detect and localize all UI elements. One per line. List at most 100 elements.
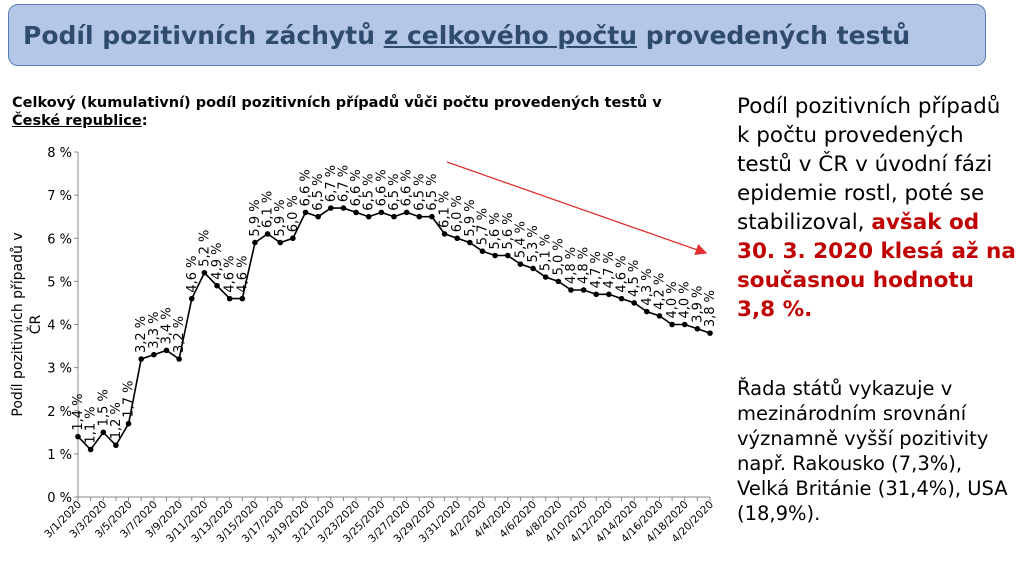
data-label: 5,6 % [488, 212, 503, 249]
y-tick-label: 0 % [47, 491, 72, 506]
data-point [353, 209, 359, 216]
y-tick-label: 1 % [47, 448, 72, 463]
data-label: 3,2 % [134, 316, 149, 353]
data-label: 4,0 % [678, 281, 693, 318]
data-label: 5,1 % [539, 234, 554, 271]
data-label: 1,1 % [84, 406, 99, 443]
data-point [631, 300, 637, 306]
data-point [606, 291, 612, 298]
data-point [188, 295, 195, 302]
y-tick-label: 2 % [47, 405, 72, 420]
side-paragraph-2: Řada států vykazuje v mezinárodním srovn… [737, 377, 1008, 525]
y-tick-label: 8 % [47, 146, 72, 161]
data-label: 6,5 % [425, 174, 440, 211]
data-label: 6,5 % [412, 174, 427, 211]
y-tick-label: 6 % [47, 232, 72, 247]
data-point [365, 213, 372, 220]
data-label: 4,6 % [235, 255, 250, 292]
data-label: 1,2 % [109, 402, 124, 439]
data-point [75, 433, 81, 440]
y-axis-label: Podíl pozitivních případů v ČR [10, 232, 44, 416]
data-label: 6,1 % [438, 191, 453, 228]
data-label: 4,6 % [615, 255, 630, 292]
data-point [568, 287, 574, 293]
data-point [694, 326, 701, 332]
data-point [340, 205, 347, 211]
data-point [378, 209, 385, 216]
data-label: 5,6 % [501, 212, 516, 249]
data-point [580, 287, 587, 293]
data-point [441, 231, 448, 237]
y-tick-label: 7 % [47, 189, 72, 204]
data-label: 3,4 % [159, 307, 174, 344]
chart-heading-part1: Celkový (kumulativní) podíl pozitivních … [12, 95, 662, 111]
data-point [681, 321, 688, 328]
data-point [125, 420, 132, 427]
data-point [542, 274, 549, 280]
data-label: 1,7 % [122, 381, 137, 418]
data-point [290, 235, 296, 242]
side-paragraph-1: Podíl pozitivních případů k počtu proved… [737, 92, 1019, 324]
series-positivity [75, 205, 713, 453]
data-label: 5,0 % [551, 238, 566, 275]
data-label: 4,8 % [564, 247, 579, 284]
y-tick-label: 4 % [47, 319, 72, 334]
data-point [151, 351, 157, 358]
data-point [214, 282, 220, 289]
data-point [555, 278, 562, 285]
data-label: 3,3 % [147, 312, 162, 349]
data-point [504, 252, 511, 259]
data-label: 4,9 % [210, 243, 225, 280]
y-axis: 0 % 1 % 2 % 3 % 4 % 5 % 6 % 7 % 8 % [47, 146, 79, 506]
slide-title: Podíl pozitivních záchytů z celkového po… [23, 21, 910, 50]
data-label: 5,3 % [526, 225, 541, 262]
data-label: 6,6 % [299, 169, 314, 206]
side-text-highlight: avšak od 30. 3. 2020 klesá až na současn… [737, 210, 1016, 322]
data-label: 5,9 % [248, 199, 263, 236]
data-point [201, 269, 208, 276]
data-labels: 1,4 %1,1 %1,5 %1,2 %1,7 % 3,2 %3,3 %3,4 %… [71, 165, 718, 444]
data-label: 4,2 % [652, 273, 667, 310]
data-point [100, 429, 107, 436]
slide-title-banner: Podíl pozitivních záchytů z celkového po… [8, 4, 986, 66]
x-axis: 3/1/20203/3/20203/5/20203/7/20203/9/2020… [42, 496, 716, 545]
y-tick-label: 5 % [47, 275, 72, 290]
data-point [328, 205, 334, 211]
data-point [113, 442, 119, 449]
data-label: 4,0 % [665, 281, 680, 318]
data-label: 6,1 % [261, 191, 276, 228]
data-point [656, 313, 663, 319]
data-point [593, 291, 600, 298]
y-tick-label: 3 % [47, 362, 72, 377]
data-point [302, 209, 309, 216]
data-label: 4,6 % [185, 255, 200, 292]
title-part-c: provedených testů [645, 20, 911, 50]
data-point [479, 248, 486, 254]
data-point [517, 261, 524, 267]
data-point [467, 239, 473, 246]
chart-heading-colon: : [141, 113, 148, 129]
data-point [226, 295, 233, 302]
data-label: 6,0 % [286, 195, 301, 232]
data-point [239, 295, 246, 302]
data-label: 6,7 % [324, 165, 339, 202]
data-label: 6,5 % [362, 174, 377, 211]
data-point [138, 356, 144, 362]
title-part-b: z celkového počtu [383, 20, 638, 50]
data-label: 6,6 % [400, 169, 415, 206]
chart-heading-country: České republice [12, 113, 142, 129]
data-point [252, 239, 258, 246]
data-point [416, 213, 423, 220]
data-label: 6,0 % [450, 195, 465, 232]
data-label: 1,5 % [96, 389, 111, 426]
data-label: 1,4 % [71, 393, 86, 430]
data-label: 3,8 % [703, 290, 718, 327]
data-point [618, 295, 625, 302]
data-point [163, 347, 170, 354]
trend-arrow-line [446, 161, 708, 256]
data-label: 4,7 % [589, 251, 604, 288]
y-axis-label-line1: Podíl pozitivních případů v [10, 232, 26, 416]
data-point [644, 308, 650, 315]
data-label: 5,9 % [273, 199, 288, 236]
data-label: 5,7 % [475, 208, 490, 245]
